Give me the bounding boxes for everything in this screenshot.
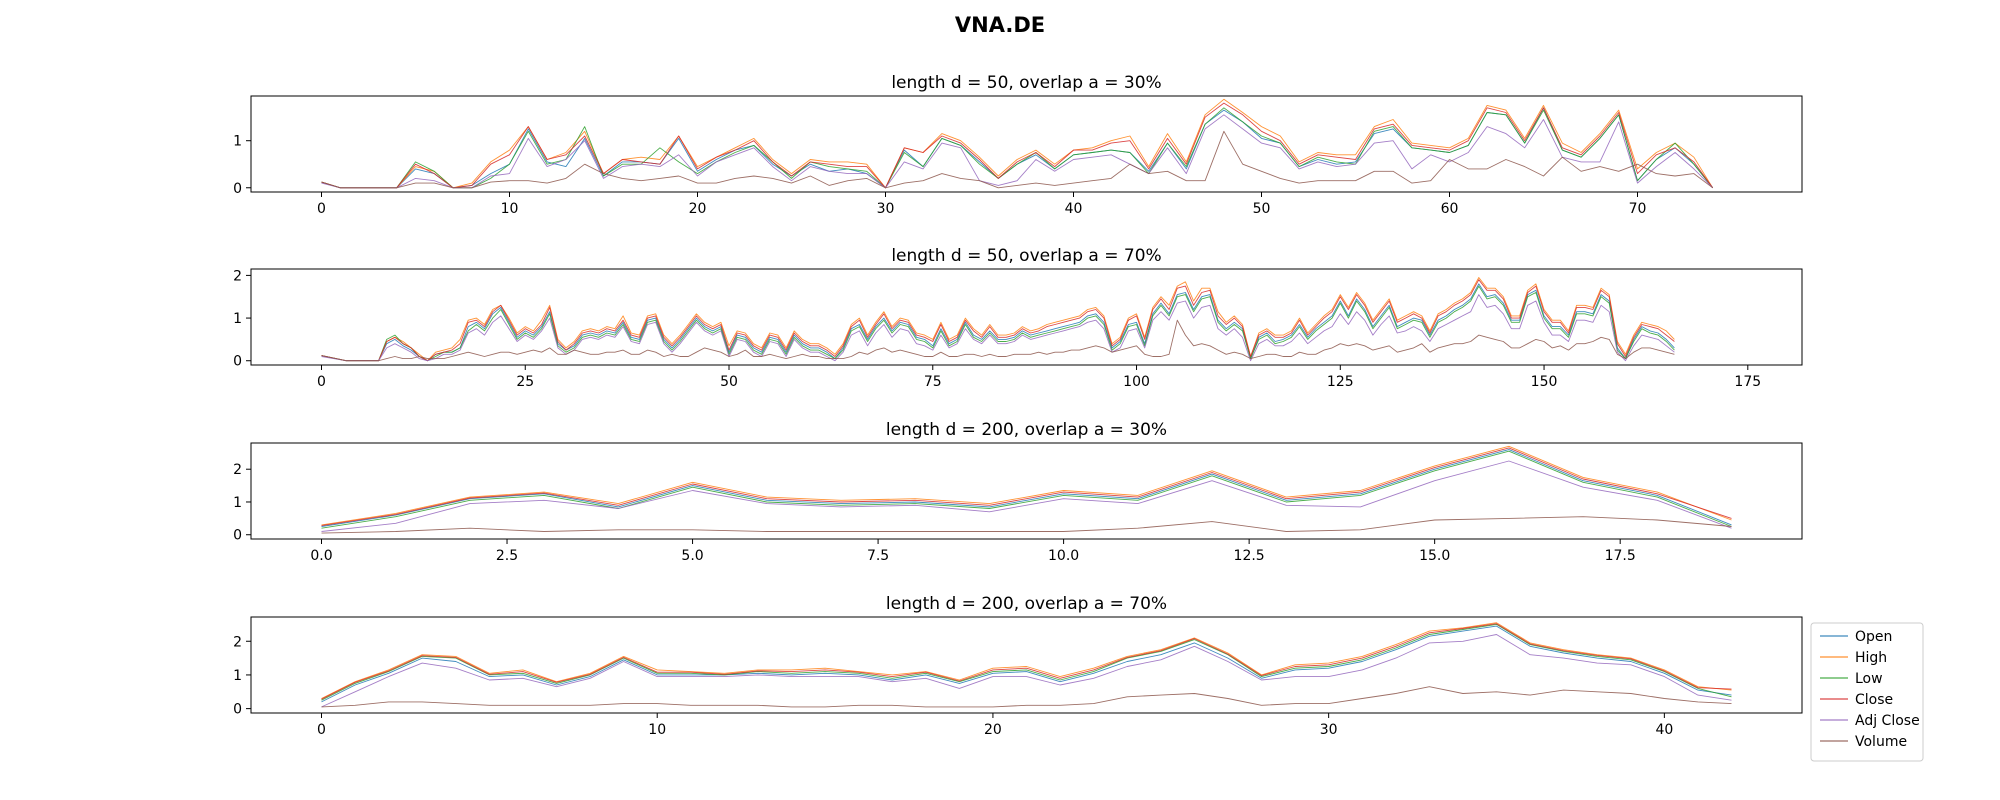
- series-line-low: [321, 450, 1732, 529]
- y-tick-label: 0: [233, 702, 242, 718]
- x-tick-label: 60: [1441, 201, 1459, 217]
- legend-label: High: [1855, 650, 1887, 666]
- series-line-open: [321, 625, 1732, 703]
- series-line-adj-close: [321, 114, 1714, 189]
- axes-frame: [250, 442, 1803, 540]
- legend-label: Close: [1855, 692, 1893, 708]
- x-tick-label: 175: [1734, 374, 1761, 390]
- x-tick-label: 20: [689, 201, 707, 217]
- series-line-adj-close: [321, 460, 1732, 532]
- series-line-low: [321, 285, 1675, 362]
- y-tick-label: 1: [233, 495, 242, 511]
- series-line-volume: [321, 130, 1713, 189]
- series-line-close: [321, 102, 1714, 189]
- x-tick-label: 17.5: [1605, 548, 1636, 564]
- x-tick-label: 10: [501, 201, 519, 217]
- series-line-low: [321, 623, 1732, 701]
- x-tick-label: 2.5: [496, 548, 518, 564]
- series-group: [321, 277, 1675, 362]
- x-tick-label: 20: [984, 722, 1002, 738]
- chart-panel-4: length d = 200, overlap a = 70%0 10 20 30 40…: [233, 594, 1803, 738]
- x-tick-label: 10: [648, 722, 666, 738]
- x-tick-label: 0: [317, 201, 326, 217]
- panel-title: length d = 50, overlap a = 70%: [891, 246, 1161, 266]
- series-line-open: [321, 283, 1675, 362]
- x-tick-label: 40: [1655, 722, 1673, 738]
- series-line-open: [321, 107, 1714, 189]
- x-tick-label: 50: [720, 374, 738, 390]
- x-tick-label: 5.0: [681, 548, 703, 564]
- x-tick-label: 12.5: [1234, 548, 1265, 564]
- panel-title: length d = 200, overlap a = 70%: [886, 594, 1167, 614]
- series-line-volume: [321, 319, 1675, 362]
- legend-label: Low: [1855, 671, 1883, 687]
- x-tick-label: 0: [317, 374, 326, 390]
- series-line-high: [321, 98, 1714, 189]
- x-tick-label: 70: [1629, 201, 1647, 217]
- y-tick-label: 0: [233, 354, 242, 370]
- series-line-volume: [321, 686, 1732, 708]
- y-tick-label: 2: [233, 268, 242, 284]
- x-tick-label: 15.0: [1419, 548, 1450, 564]
- axes-frame: [250, 616, 1803, 714]
- series-line-close: [321, 623, 1732, 700]
- x-tick-label: 25: [516, 374, 534, 390]
- y-tick-label: 1: [233, 311, 242, 327]
- panel-title: length d = 200, overlap a = 30%: [886, 420, 1167, 440]
- x-tick-label: 0.0: [310, 548, 332, 564]
- series-line-high: [321, 445, 1732, 526]
- series-group: [321, 622, 1732, 708]
- series-line-low: [321, 107, 1714, 189]
- x-tick-label: 30: [1320, 722, 1338, 738]
- series-line-close: [321, 447, 1732, 527]
- series-line-open: [321, 449, 1732, 527]
- figure-title: VNA.DE: [955, 13, 1045, 37]
- series-line-close: [321, 279, 1675, 362]
- axes-frame: [250, 95, 1803, 193]
- series-line-volume: [321, 516, 1732, 534]
- panel-title: length d = 50, overlap a = 30%: [891, 73, 1161, 93]
- chart-panel-3: length d = 200, overlap a = 30% 0.0 2.5 5.0…: [233, 420, 1803, 564]
- x-tick-label: 100: [1123, 374, 1150, 390]
- y-tick-label: 2: [233, 634, 242, 650]
- y-tick-label: 2: [233, 462, 242, 478]
- chart-panel-2: length d = 50, overlap a = 70% 0 25 50 75 100…: [233, 246, 1803, 390]
- x-tick-label: 150: [1531, 374, 1558, 390]
- axes-frame: [250, 268, 1803, 366]
- chart-panel-1: length d = 50, overlap a = 30%0 10 20 30 40 5…: [233, 73, 1803, 217]
- x-tick-label: 0: [317, 722, 326, 738]
- legend-label: Adj Close: [1855, 713, 1920, 729]
- y-tick-label: 1: [233, 668, 242, 684]
- legend-label: Open: [1855, 629, 1892, 645]
- series-line-adj-close: [321, 634, 1732, 708]
- series-group: [321, 445, 1732, 534]
- series-line-high: [321, 622, 1732, 699]
- y-tick-label: 0: [233, 528, 242, 544]
- x-tick-label: 125: [1327, 374, 1354, 390]
- y-tick-label: 0: [233, 181, 242, 197]
- legend-label: Volume: [1855, 734, 1907, 750]
- y-tick-label: 1: [233, 134, 242, 150]
- x-tick-label: 10.0: [1048, 548, 1079, 564]
- x-tick-label: 50: [1253, 201, 1271, 217]
- x-tick-label: 7.5: [867, 548, 889, 564]
- series-group: [321, 98, 1714, 189]
- series-line-high: [321, 277, 1675, 362]
- x-tick-label: 30: [877, 201, 895, 217]
- x-tick-label: 75: [924, 374, 942, 390]
- chart-legend: Open High Low Close Adj Close Volume: [1810, 622, 1924, 762]
- x-tick-label: 40: [1065, 201, 1083, 217]
